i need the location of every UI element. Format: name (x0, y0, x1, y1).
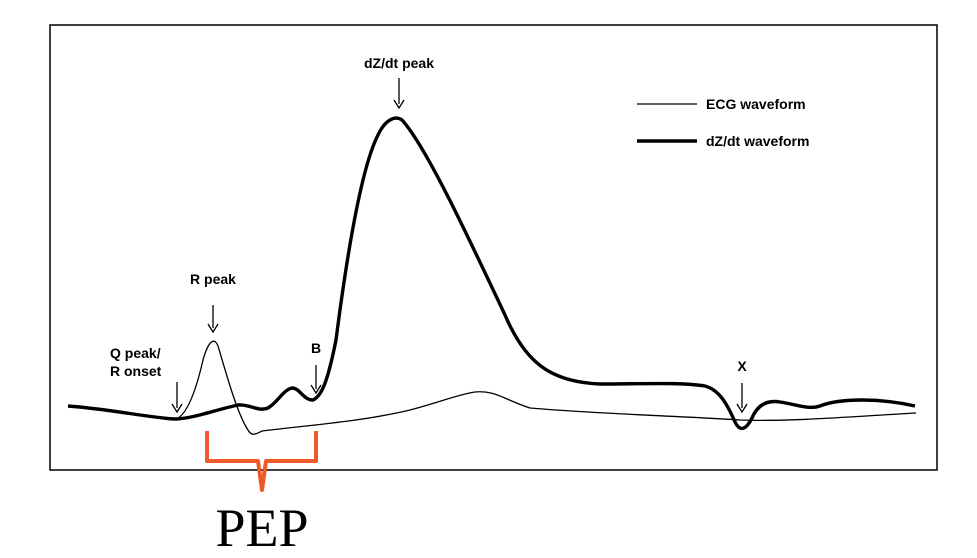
arrow-q-peak (171, 382, 183, 414)
arrow-b-point (310, 365, 322, 395)
q-peak-label: Q peak/ (110, 345, 161, 361)
legend: ECG waveform dZ/dt waveform (637, 96, 809, 149)
legend-ecg-label: ECG waveform (706, 96, 806, 112)
dzdt-peak-label: dZ/dt peak (364, 55, 434, 71)
b-point-label: B (311, 340, 321, 356)
arrow-dzdt-peak (393, 78, 405, 110)
plot-frame (49, 24, 938, 471)
r-onset-label: R onset (110, 363, 162, 379)
pep-bracket (205, 431, 318, 492)
arrow-r-peak (207, 305, 219, 334)
ecg-waveform (69, 340, 917, 435)
r-peak-label: R peak (190, 271, 236, 287)
dzdt-waveform (67, 116, 916, 430)
legend-dzdt-label: dZ/dt waveform (706, 133, 809, 149)
pep-label: PEP (215, 498, 308, 558)
x-point-label: X (737, 358, 747, 374)
arrow-x-point (736, 383, 748, 414)
